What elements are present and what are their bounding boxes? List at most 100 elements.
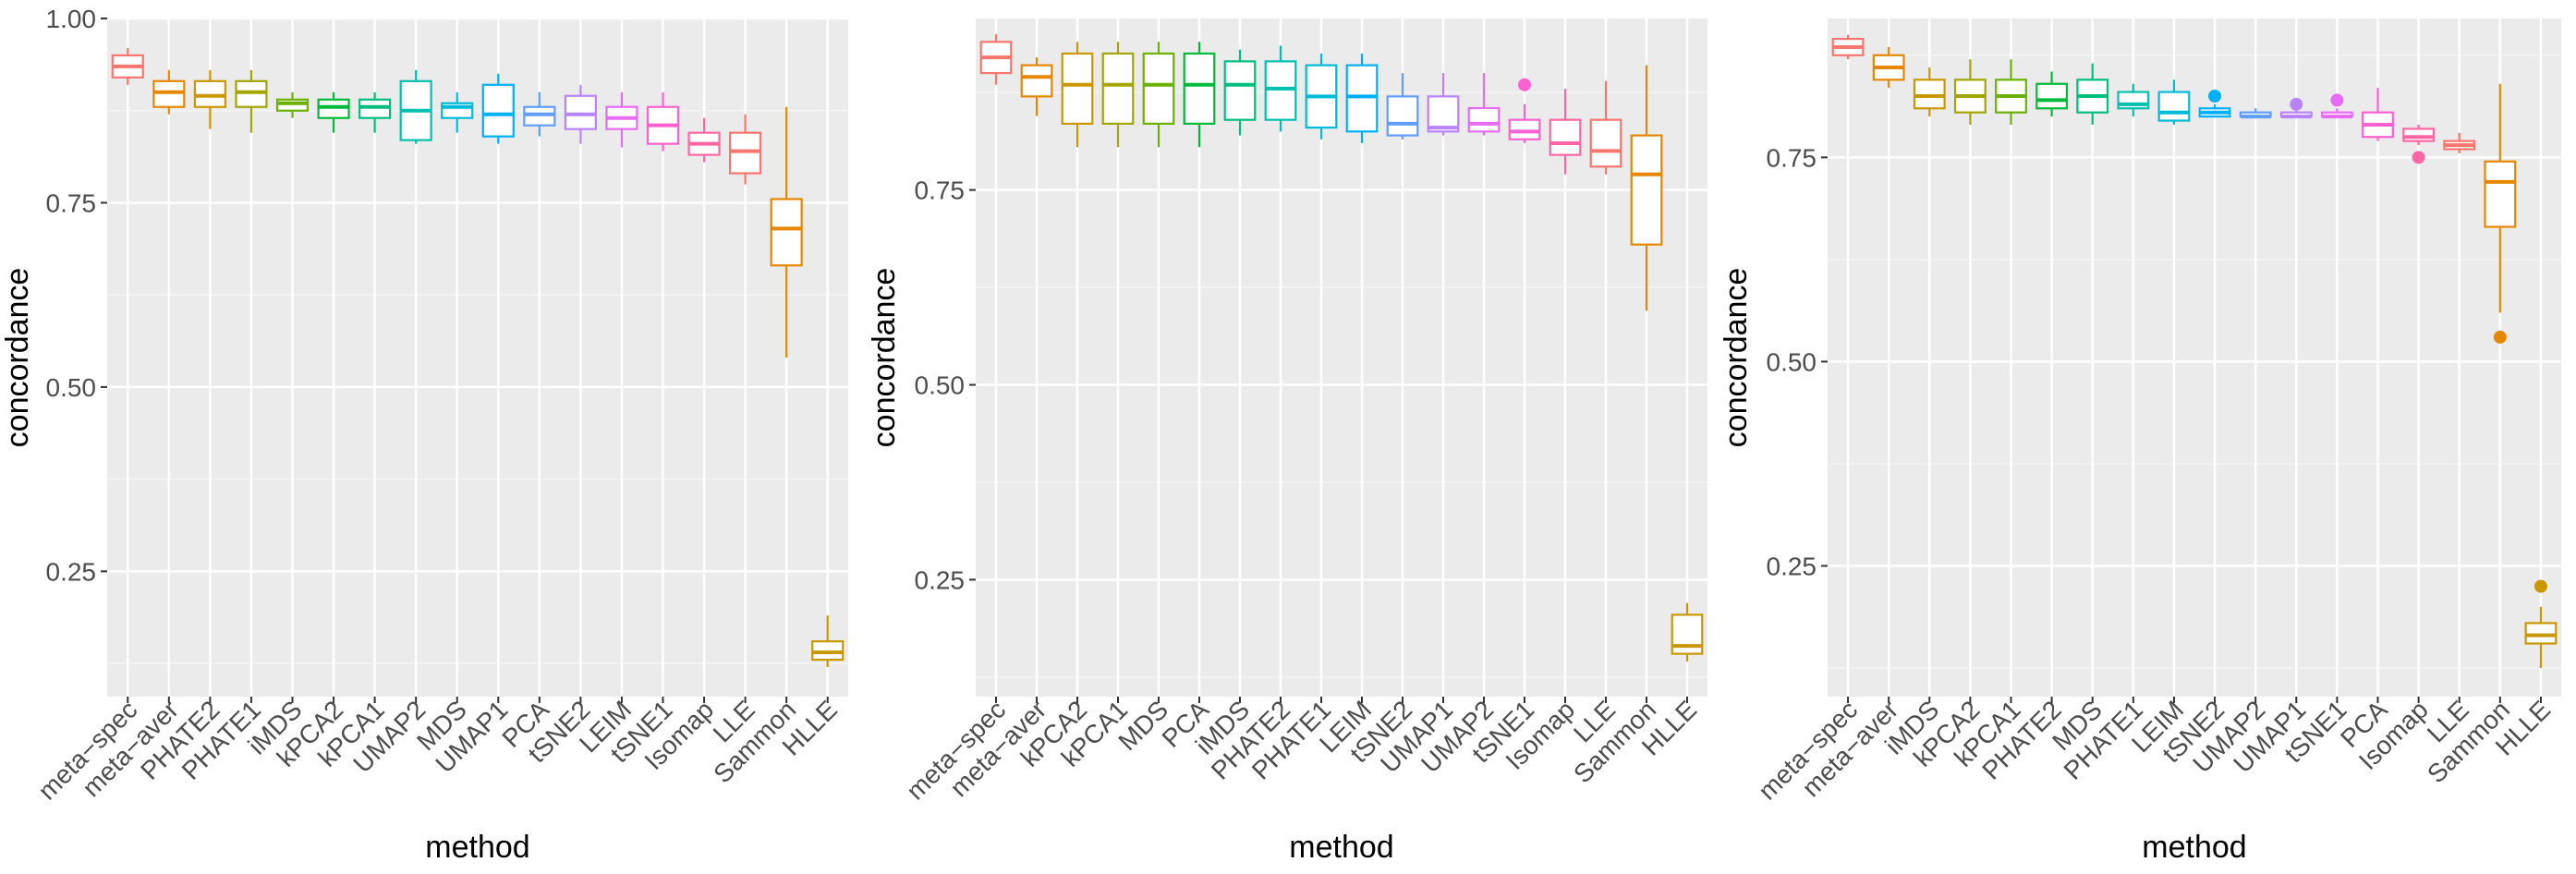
box-MDS (1142, 42, 1175, 148)
outlier-point (2290, 97, 2303, 111)
outlier-point (2412, 151, 2425, 164)
box-iqr (2484, 160, 2517, 228)
box-Isomap (687, 117, 721, 163)
box-UMAP2 (2239, 108, 2272, 119)
y-tick-label: 0.75 (46, 188, 97, 217)
box-kPCA1 (1995, 59, 2027, 125)
box-HLLE (811, 615, 844, 668)
box-Sammon (770, 106, 803, 358)
box-meta−aver (152, 69, 186, 115)
box-Sammon (1630, 65, 1663, 311)
box-meta−aver (1872, 46, 1905, 89)
box-iqr (1671, 613, 1704, 655)
panel-background (1828, 18, 2561, 697)
box-UMAP1 (2279, 97, 2313, 119)
box-UMAP1 (1427, 73, 1460, 136)
box-iqr (481, 83, 515, 138)
y-tick-label: 0.50 (1767, 347, 1817, 376)
y-axis-title: concordance (867, 268, 902, 448)
panel-background (976, 18, 1707, 697)
outlier-point (2208, 90, 2222, 103)
x-axis-title: method (1289, 830, 1393, 865)
y-tick-label: 0.50 (46, 373, 97, 402)
box-LEIM (1345, 53, 1379, 143)
box-iqr (2035, 82, 2069, 110)
box-kPCA2 (1953, 59, 1987, 125)
y-tick-label: 1.00 (46, 5, 97, 33)
outlier-point (2533, 579, 2547, 593)
box-iqr (1508, 118, 1541, 140)
box-iqr (1345, 64, 1379, 133)
x-axis-title: method (425, 830, 529, 865)
box-iqr (1183, 52, 1216, 125)
box-UMAP2 (1467, 73, 1501, 136)
box-tSNE1 (1508, 78, 1541, 143)
y-axis-title: concordance (1719, 268, 1754, 448)
box-Isomap (2402, 124, 2436, 164)
outlier-point (1518, 78, 1531, 91)
box-LLE (729, 114, 762, 185)
box-meta−aver (1020, 57, 1053, 116)
box-PHATE2 (193, 69, 226, 129)
box-PHATE1 (2117, 83, 2150, 117)
box-iqr (1467, 106, 1501, 133)
panel-background (107, 18, 848, 697)
box-iqr (1020, 64, 1053, 98)
box-kPCA1 (1101, 42, 1135, 148)
box-iqr (1386, 95, 1419, 137)
box-iqr (1427, 95, 1460, 133)
box-meta−spec (111, 47, 144, 85)
box-PHATE2 (2035, 71, 2069, 117)
box-iqr (1101, 52, 1135, 125)
box-PCA (1183, 42, 1216, 148)
box-iqr (2524, 622, 2558, 645)
chart-panel-2: 0.250.500.75meta−specmeta−averkPCA2kPCA1… (867, 18, 1707, 865)
outlier-point (2493, 330, 2507, 344)
outlier-point (2330, 93, 2344, 107)
box-tSNE1 (2320, 93, 2353, 119)
x-axis-title: method (2142, 830, 2246, 865)
box-UMAP1 (481, 73, 515, 144)
box-PHATE1 (235, 69, 268, 133)
y-tick-label: 0.50 (915, 371, 966, 400)
chart-panel-1: 0.250.500.751.00meta−specmeta−averPHATE2… (0, 5, 848, 865)
box-HLLE (2524, 579, 2558, 669)
box-iqr (1223, 60, 1257, 121)
box-PHATE2 (1264, 45, 1297, 132)
y-tick-label: 0.25 (915, 565, 966, 594)
box-iqr (2157, 91, 2191, 122)
box-kPCA2 (317, 91, 350, 133)
box-LEIM (2157, 79, 2191, 125)
box-iqr (2402, 127, 2436, 142)
box-HLLE (1671, 602, 1704, 662)
chart-panel-3: 0.250.500.75meta−specmeta−averiMDSkPCA2k… (1719, 18, 2561, 865)
box-LEIM (605, 91, 638, 148)
box-MDS (2076, 63, 2109, 125)
y-tick-label: 0.75 (915, 176, 966, 205)
y-tick-label: 0.75 (1767, 143, 1817, 172)
box-tSNE2 (2198, 90, 2231, 118)
box-iqr (1630, 134, 1663, 246)
box-iqr (1061, 52, 1094, 125)
box-iqr (1589, 118, 1622, 168)
box-kPCA1 (358, 91, 392, 133)
box-iqr (1142, 52, 1175, 125)
box-PCA (523, 91, 556, 137)
box-iqr (1913, 79, 1946, 110)
box-PHATE1 (1305, 53, 1338, 140)
box-iMDS (275, 91, 310, 118)
box-Isomap (1549, 88, 1582, 175)
box-tSNE2 (564, 84, 597, 144)
box-MDS (441, 91, 474, 133)
box-Sammon (2484, 83, 2517, 344)
y-tick-label: 0.25 (1767, 552, 1817, 581)
box-iMDS (1223, 49, 1257, 136)
box-meta−spec (1831, 34, 1865, 60)
box-LLE (2443, 132, 2476, 153)
box-tSNE1 (646, 91, 680, 152)
box-iqr (1549, 118, 1582, 156)
box-iMDS (1913, 67, 1946, 117)
box-PCA (2362, 88, 2394, 141)
y-axis-title: concordance (0, 268, 35, 448)
